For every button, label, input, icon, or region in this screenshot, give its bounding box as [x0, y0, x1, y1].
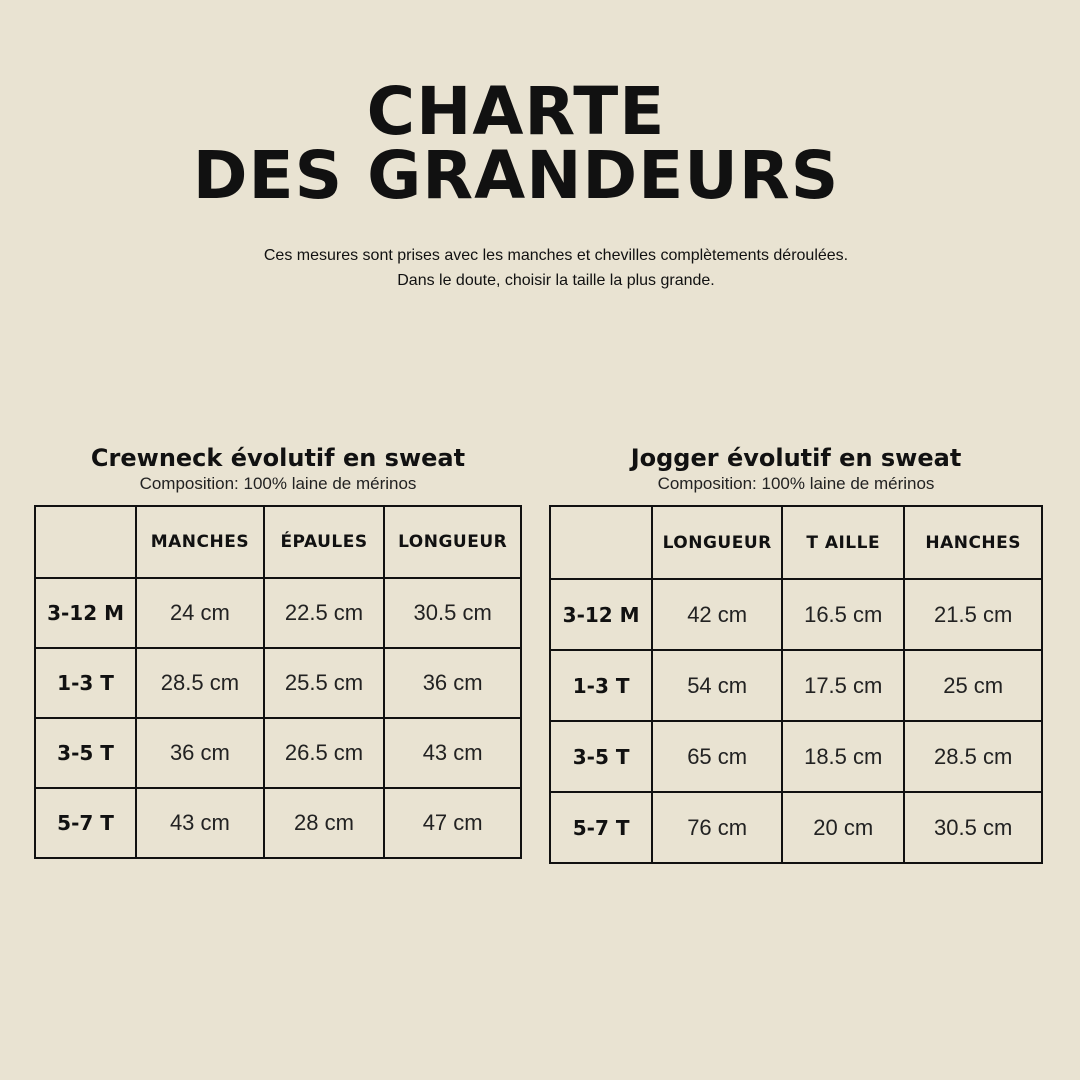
table-row: 5-7 T 43 cm 28 cm 47 cm: [33, 787, 522, 859]
page-title: CHARTE DES GRANDEURS: [0, 73, 1032, 214]
measurement-cell: 76 cm: [651, 791, 784, 864]
table-row: 3-5 T 36 cm 26.5 cm 43 cm: [33, 717, 522, 789]
column-header: LONGUEUR: [651, 505, 784, 580]
measurement-cell: 28.5 cm: [135, 647, 265, 719]
size-label: 5-7 T: [33, 787, 138, 859]
title-line-1: CHARTE: [366, 73, 666, 150]
table-title: Crewneck évolutif en sweat: [90, 444, 466, 472]
measurement-cell: 65 cm: [651, 720, 784, 793]
column-header: ÉPAULES: [262, 505, 386, 579]
size-table: MANCHES ÉPAULES LONGUEUR 3-12 M 24 cm 22.5 cm…: [33, 505, 522, 859]
measurement-cell: 28 cm: [262, 787, 386, 859]
column-header: [548, 505, 654, 580]
measurement-cell: 28.5 cm: [903, 720, 1043, 793]
composition-text: Composition: 100% laine de mérinos: [657, 474, 935, 493]
column-header: HANCHES: [903, 505, 1043, 580]
crewneck-size-table: Crewneck évolutif en sweat Composition: …: [33, 443, 522, 859]
note-line-1: Ces mesures sont prises avec les manches…: [263, 247, 849, 264]
measurement-cell: 17.5 cm: [781, 649, 906, 722]
measurement-cell: 36 cm: [135, 717, 265, 789]
composition-text: Composition: 100% laine de mérinos: [139, 474, 417, 493]
jogger-size-table: Jogger évolutif en sweat Composition: 10…: [548, 443, 1043, 864]
measurement-cell: 26.5 cm: [262, 717, 386, 789]
measurement-cell: 21.5 cm: [903, 578, 1043, 651]
measurement-cell: 43 cm: [135, 787, 265, 859]
measurement-cell: 30.5 cm: [383, 577, 522, 649]
table-row: 3-5 T 65 cm 18.5 cm 28.5 cm: [548, 720, 1043, 793]
note-line-2: Dans le doute, choisir la taille la plus…: [397, 272, 715, 289]
size-label: 3-12 M: [33, 577, 138, 649]
size-label: 1-3 T: [548, 649, 654, 722]
measurement-cell: 25 cm: [903, 649, 1043, 722]
table-row: 1-3 T 54 cm 17.5 cm 25 cm: [548, 649, 1043, 722]
measurement-cell: 47 cm: [383, 787, 522, 859]
size-table: LONGUEUR T AILLE HANCHES 3-12 M 42 cm 16.5 cm…: [548, 505, 1043, 864]
measurement-cell: 42 cm: [651, 578, 784, 651]
table-row: 1-3 T 28.5 cm 25.5 cm 36 cm: [33, 647, 522, 719]
measurement-cell: 36 cm: [383, 647, 522, 719]
measurement-cell: 43 cm: [383, 717, 522, 789]
size-label: 3-5 T: [33, 717, 138, 789]
size-label: 5-7 T: [548, 791, 654, 864]
column-header: MANCHES: [135, 505, 265, 579]
measurement-note: Ces mesures sont prises avec les manches…: [0, 243, 1080, 293]
column-header: LONGUEUR: [383, 505, 522, 579]
table-row: 3-12 M 24 cm 22.5 cm 30.5 cm: [33, 577, 522, 649]
size-label: 1-3 T: [33, 647, 138, 719]
measurement-cell: 16.5 cm: [781, 578, 906, 651]
table-title: Jogger évolutif en sweat: [630, 444, 962, 472]
header-row: LONGUEUR T AILLE HANCHES: [548, 505, 1043, 580]
header-row: MANCHES ÉPAULES LONGUEUR: [33, 505, 522, 579]
measurement-cell: 18.5 cm: [781, 720, 906, 793]
table-row: 5-7 T 76 cm 20 cm 30.5 cm: [548, 791, 1043, 864]
size-label: 3-12 M: [548, 578, 654, 651]
size-label: 3-5 T: [548, 720, 654, 793]
table-row: 3-12 M 42 cm 16.5 cm 21.5 cm: [548, 578, 1043, 651]
measurement-cell: 25.5 cm: [262, 647, 386, 719]
measurement-cell: 20 cm: [781, 791, 906, 864]
measurement-cell: 30.5 cm: [903, 791, 1043, 864]
title-line-2: DES GRANDEURS: [192, 137, 840, 214]
measurement-cell: 22.5 cm: [262, 577, 386, 649]
measurement-cell: 54 cm: [651, 649, 784, 722]
measurement-cell: 24 cm: [135, 577, 265, 649]
column-header: T AILLE: [781, 505, 906, 580]
column-header: [33, 505, 138, 579]
